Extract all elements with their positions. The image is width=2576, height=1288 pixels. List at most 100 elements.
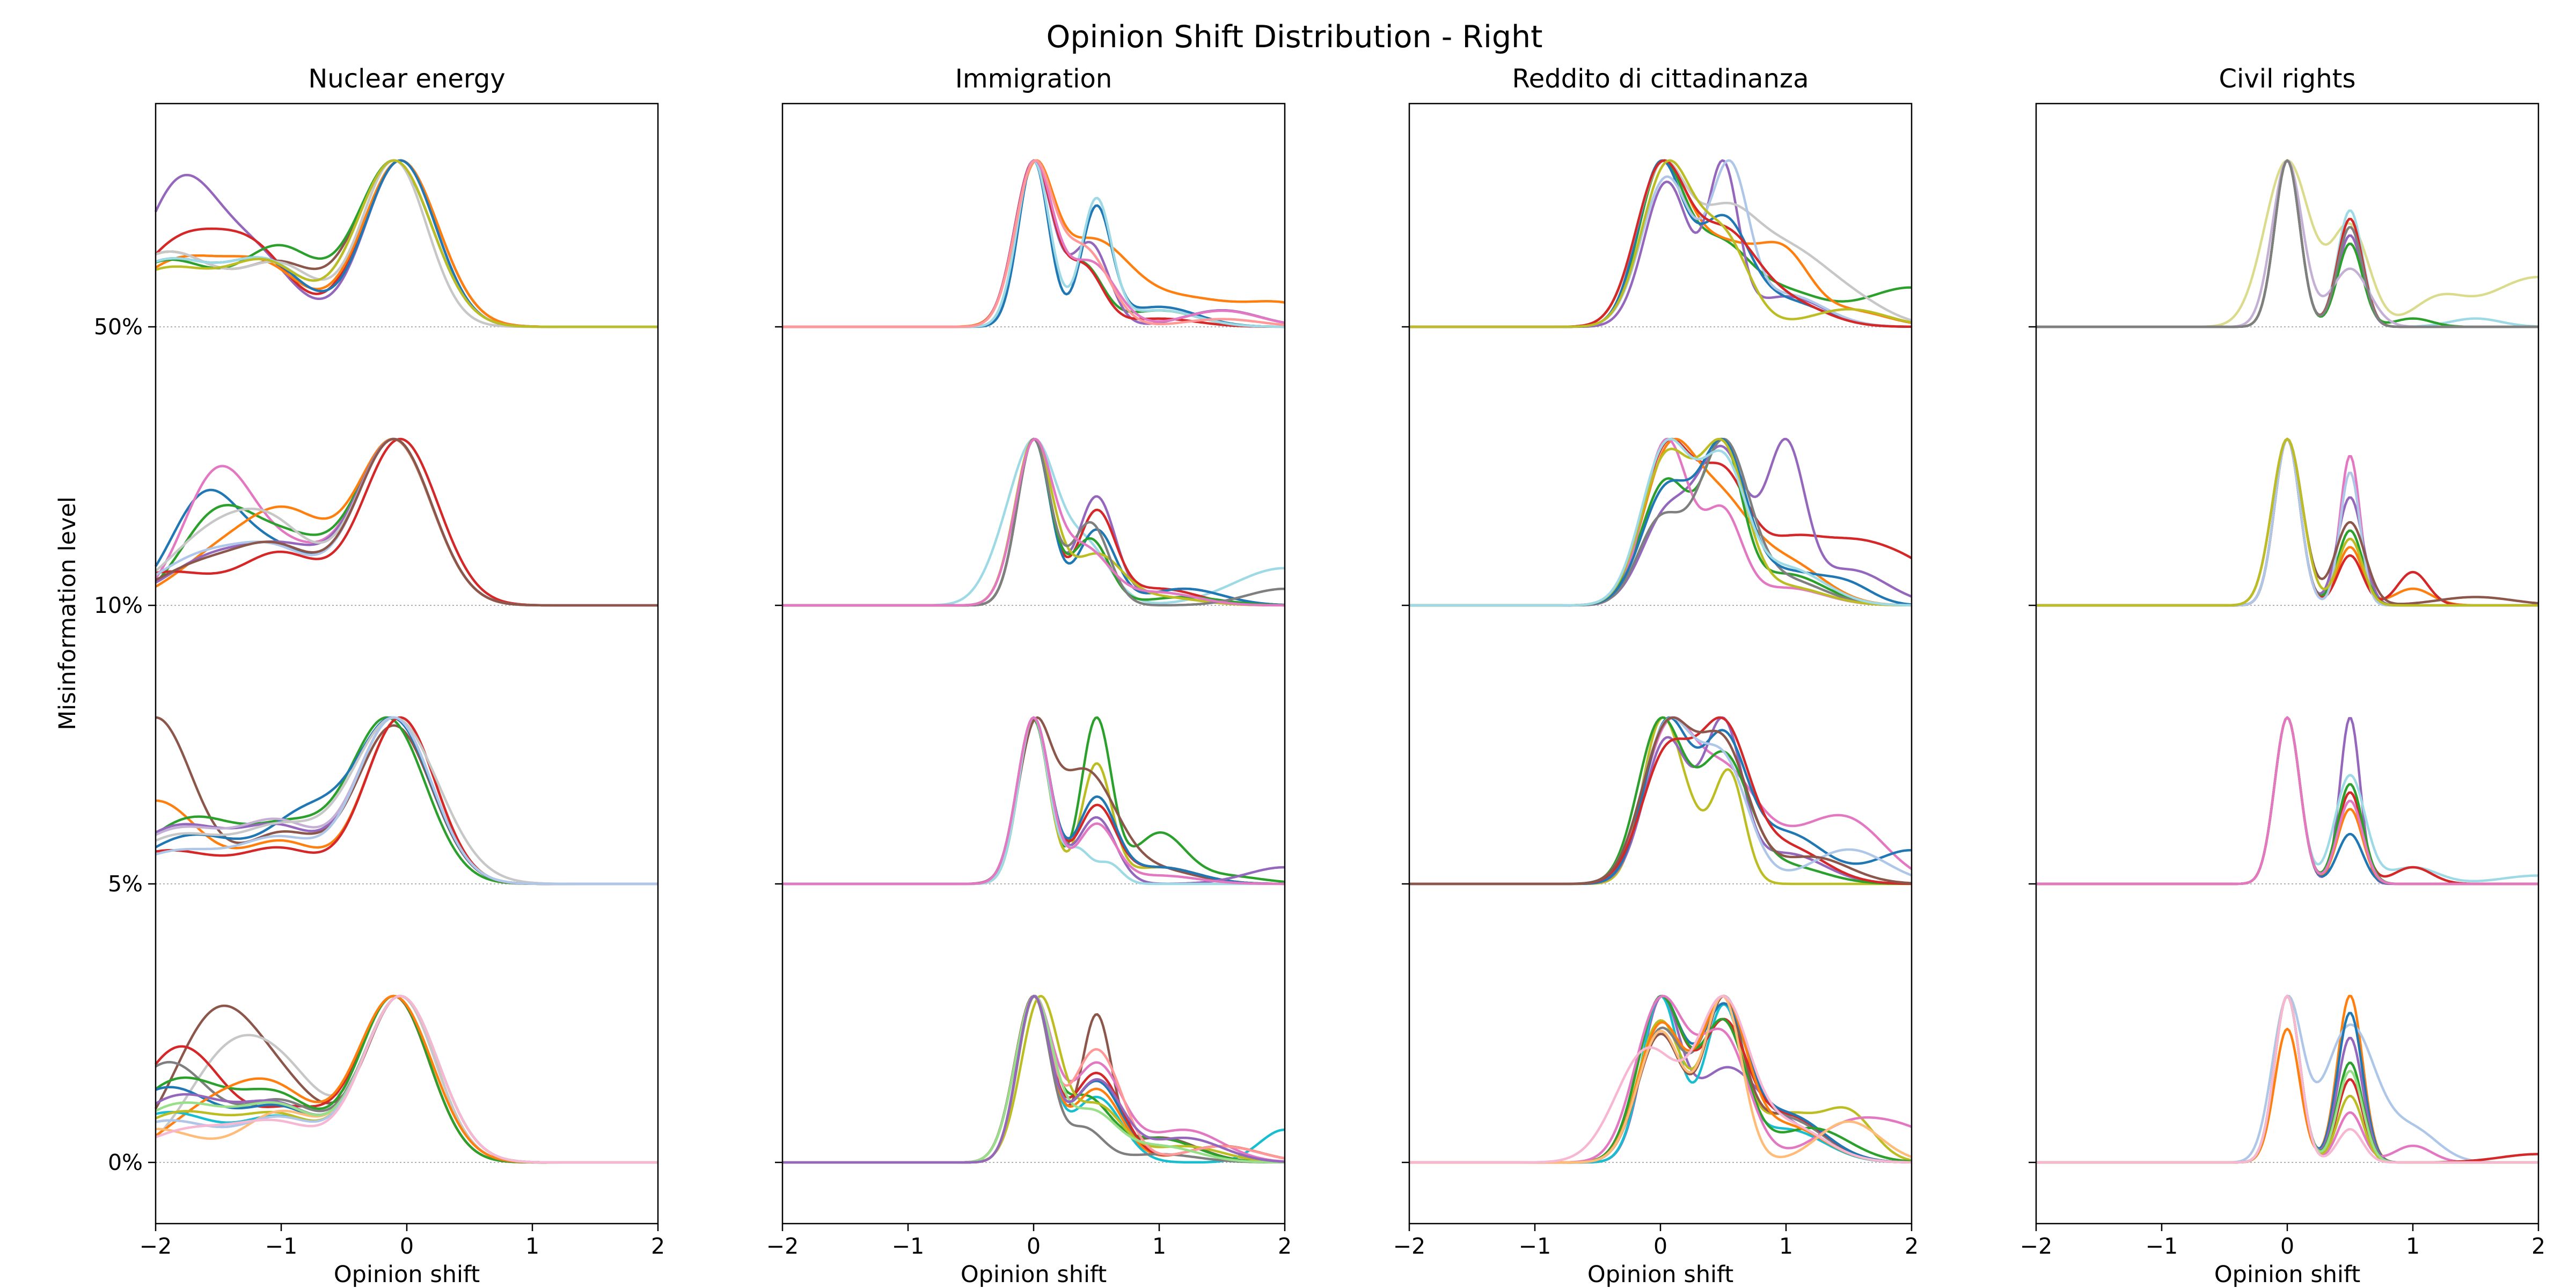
x-tick-label: −2: [1393, 1233, 1425, 1259]
density-curve: [2036, 437, 2538, 607]
density-curve: [1409, 159, 1912, 328]
density-curve: [2036, 716, 2538, 885]
row-5%: [2036, 716, 2538, 885]
x-tick-label: −1: [892, 1233, 924, 1259]
density-curve: [2036, 716, 2538, 885]
density-curve: [2036, 159, 2538, 328]
row-50%: [2036, 159, 2539, 328]
density-curve: [782, 437, 1285, 607]
panel-1: Immigration −2 −1 0 1 2 Opinion shift: [766, 64, 1292, 1288]
density-curve: [782, 159, 1285, 328]
density-curve: [1409, 437, 1912, 607]
density-curve: [155, 716, 658, 885]
row-0%: [155, 994, 658, 1164]
panel-0: Nuclear energy 0% 5% 10% 50% −2 −1 0 1 2 Opinion s…: [94, 64, 665, 1288]
x-tick-label: 1: [1779, 1233, 1793, 1259]
density-curve: [155, 994, 658, 1164]
row-10%: [782, 437, 1285, 607]
density-curve: [782, 716, 1285, 885]
density-curve: [155, 716, 658, 885]
density-curve: [2036, 994, 2538, 1164]
density-curve: [154, 159, 658, 328]
density-curve: [2036, 159, 2538, 328]
density-curve: [155, 437, 658, 607]
density-curve: [155, 716, 658, 885]
density-curve: [782, 159, 1285, 328]
density-curve: [1409, 437, 1913, 607]
density-curve: [2036, 437, 2538, 607]
density-curve: [782, 437, 1285, 607]
density-curve: [155, 437, 658, 607]
density-curve: [155, 994, 658, 1164]
density-curve: [782, 716, 1285, 885]
density-curve: [155, 437, 658, 607]
row-10%: [1409, 437, 1913, 607]
x-tick-label: −2: [2020, 1233, 2052, 1259]
x-tick-label: 1: [525, 1233, 539, 1259]
suptitle: Opinion Shift Distribution - Right: [1046, 19, 1542, 55]
density-curve: [155, 159, 658, 328]
density-curve: [155, 994, 658, 1164]
density-curve: [2036, 994, 2538, 1164]
density-curve: [782, 159, 1285, 328]
density-curve: [782, 716, 1285, 885]
density-curve: [155, 159, 658, 328]
density-curve: [2036, 159, 2538, 328]
density-curve: [155, 159, 658, 328]
density-curve: [155, 159, 658, 328]
density-curve: [155, 716, 658, 885]
density-curve: [2036, 716, 2538, 885]
x-tick-label: −1: [1519, 1233, 1551, 1259]
density-curve: [2036, 716, 2538, 885]
density-curve: [2036, 994, 2538, 1164]
x-tick-label: 0: [1653, 1233, 1667, 1259]
density-curve: [782, 994, 1285, 1164]
density-curve: [782, 716, 1285, 885]
density-curve: [155, 437, 658, 607]
density-curve: [1409, 437, 1912, 607]
y-tick-label: 5%: [108, 871, 143, 897]
density-curve: [155, 716, 658, 885]
density-curve: [155, 716, 658, 885]
x-tick-label: −1: [265, 1233, 297, 1259]
panel-title: Civil rights: [2219, 64, 2356, 94]
x-axis-label: Opinion shift: [2214, 1261, 2360, 1288]
density-curve: [1409, 437, 1912, 607]
density-curve: [782, 159, 1285, 328]
density-curve: [2036, 994, 2538, 1164]
density-curve: [2036, 994, 2538, 1164]
density-curve: [155, 716, 658, 885]
density-curve: [2036, 159, 2538, 328]
density-curve: [782, 716, 1285, 885]
density-curve: [155, 437, 658, 607]
density-curve: [1409, 437, 1912, 607]
density-curve: [155, 437, 658, 607]
density-curve: [155, 437, 658, 607]
density-curve: [155, 994, 658, 1164]
density-curve: [1409, 437, 1912, 607]
row-50%: [1409, 159, 1912, 328]
density-curve: [782, 437, 1285, 607]
x-tick-label: 1: [1152, 1233, 1166, 1259]
density-curve: [155, 716, 658, 885]
density-curve: [782, 437, 1285, 607]
density-curve: [782, 159, 1285, 328]
panel-2: Reddito di cittadinanza −2 −1 0 1 2 Opinion sh…: [1393, 64, 1919, 1288]
density-curve: [155, 159, 658, 328]
density-curve: [155, 994, 658, 1164]
density-curve: [782, 437, 1285, 607]
y-axis-label: Misinformation level: [54, 496, 81, 730]
density-curve: [782, 159, 1285, 328]
x-tick-label: −1: [2146, 1233, 2178, 1259]
row-0%: [2036, 994, 2538, 1164]
x-tick-label: 2: [1278, 1233, 1292, 1259]
density-curve: [782, 994, 1285, 1164]
density-curve: [155, 437, 658, 607]
x-axis-label: Opinion shift: [1587, 1261, 1733, 1288]
row-0%: [1409, 994, 1912, 1164]
density-curve: [2036, 716, 2538, 885]
density-curve: [2036, 159, 2539, 328]
density-curve: [1409, 716, 1912, 885]
panel-frame: [1408, 103, 1913, 1225]
